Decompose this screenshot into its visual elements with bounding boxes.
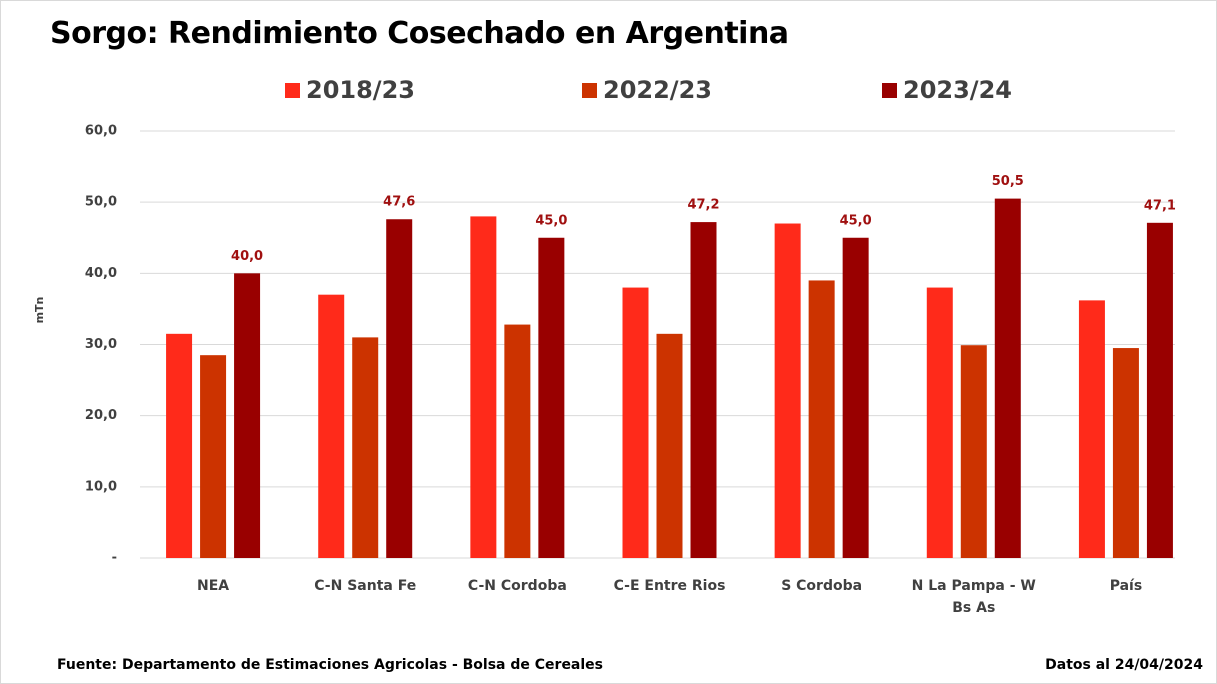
chart-title: Sorgo: Rendimiento Cosechado en Argentin… [50,16,789,51]
bar [538,237,565,558]
bar [234,273,261,558]
x-tick-label: C-N Santa Fe [314,578,417,594]
bar [994,198,1021,558]
legend-label: 2022/23 [603,76,712,104]
x-tick-label: País [1109,578,1143,594]
data-label: 47,1 [1144,198,1176,213]
legend-item: 2018/23 [285,76,415,104]
legend-swatch [285,82,300,98]
data-label: 45,0 [535,213,567,228]
data-label: 47,6 [383,195,415,210]
x-tick-label: S Cordoba [781,578,863,594]
data-label: 47,2 [687,198,719,213]
y-tick-label: - [112,551,117,566]
date-note: Datos al 24/04/2024 [1045,657,1203,673]
legend-swatch [882,82,897,98]
bar [960,345,987,558]
x-tick-label: N La Pampa - W Bs As [911,578,1036,616]
y-axis-label: mTn [33,297,46,324]
bar [774,223,801,558]
data-label: 50,5 [992,174,1024,189]
y-tick-label: 60,0 [85,124,117,139]
bar [1078,300,1105,558]
bar [656,333,683,558]
y-tick-label: 10,0 [85,479,117,494]
x-tick-label: NEA [197,578,230,594]
legend-item: 2022/23 [582,76,712,104]
bar [842,237,869,558]
data-label: 45,0 [840,213,872,228]
x-tick-label: C-E Entre Rios [613,578,726,594]
bar [386,219,413,558]
y-tick-label: 30,0 [85,337,117,352]
bar [622,287,649,558]
legend-label: 2023/24 [903,76,1012,104]
data-label: 40,0 [231,249,263,264]
bar [926,287,953,558]
source: Fuente: Departamento de Estimaciones Agr… [57,657,604,673]
x-tick-label: C-N Cordoba [467,578,567,594]
legend-swatch [582,82,597,98]
bar [808,280,835,558]
legend-item: 2023/24 [882,76,1012,104]
bar [690,222,717,559]
bar [470,216,497,558]
y-tick-label: 20,0 [85,408,117,423]
bar [166,333,193,558]
legend-label: 2018/23 [306,76,415,104]
bar [504,324,531,558]
bar [352,337,379,558]
y-tick-label: 40,0 [85,266,117,281]
bar [1112,348,1139,558]
bar [1146,222,1173,558]
bar [318,294,345,558]
bar [200,355,227,558]
y-tick-label: 50,0 [85,195,117,210]
